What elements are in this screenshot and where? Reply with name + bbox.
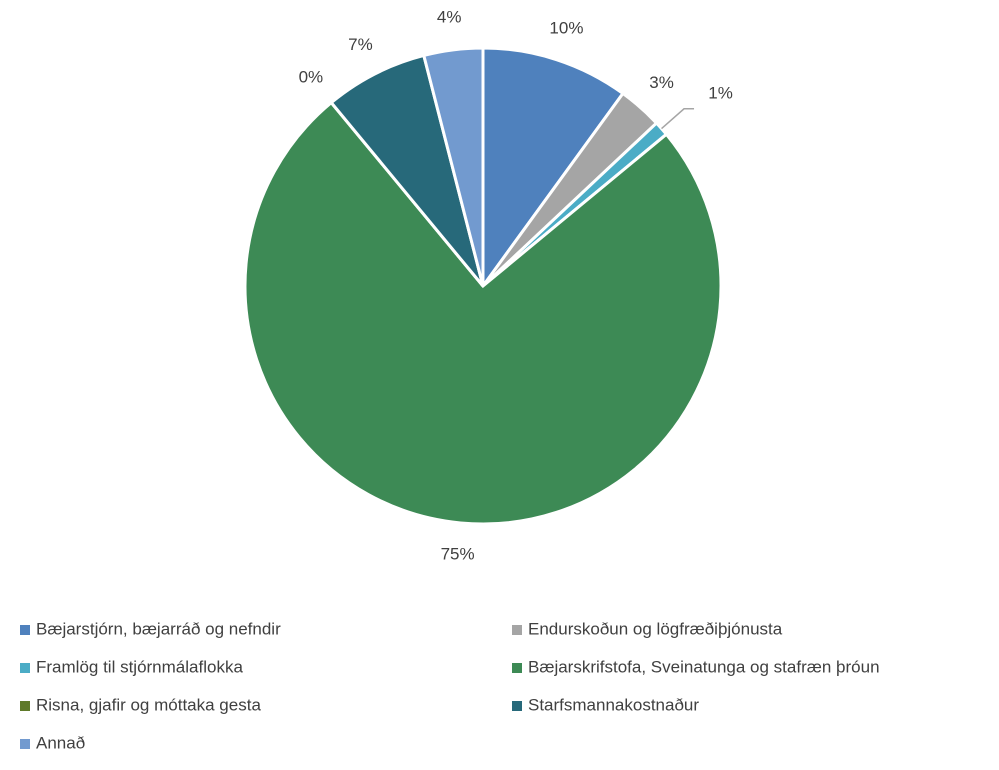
leader-line — [661, 108, 695, 130]
legend-label: Annað — [36, 733, 85, 752]
legend-swatch — [20, 663, 30, 673]
data-label: 3% — [649, 73, 674, 92]
legend-swatch — [512, 701, 522, 711]
legend-swatch — [20, 625, 30, 635]
legend-label: Framlög til stjórnmálaflokka — [36, 657, 243, 676]
legend-swatch — [512, 625, 522, 635]
legend-label: Starfsmannakostnaður — [528, 695, 699, 714]
data-label: 7% — [348, 35, 373, 54]
legend-label: Bæjarskrifstofa, Sveinatunga og stafræn … — [528, 657, 880, 676]
data-label: 4% — [437, 8, 462, 27]
data-label: 75% — [441, 544, 475, 563]
data-label: 0% — [299, 67, 324, 86]
legend-label: Endurskoðun og lögfræðiþjónusta — [528, 619, 783, 638]
pie-slice — [243, 100, 723, 526]
pie-slice — [481, 46, 625, 291]
legend-swatch — [20, 739, 30, 749]
data-label: 10% — [549, 19, 583, 38]
pie-slice — [329, 53, 485, 287]
legend-label: Bæjarstjórn, bæjarráð og nefndir — [36, 619, 281, 638]
pie-slice — [421, 46, 485, 287]
legend-swatch — [512, 663, 522, 673]
legend-swatch — [20, 701, 30, 711]
data-label: 1% — [708, 84, 733, 103]
legend-label: Risna, gjafir og móttaka gesta — [36, 695, 261, 714]
